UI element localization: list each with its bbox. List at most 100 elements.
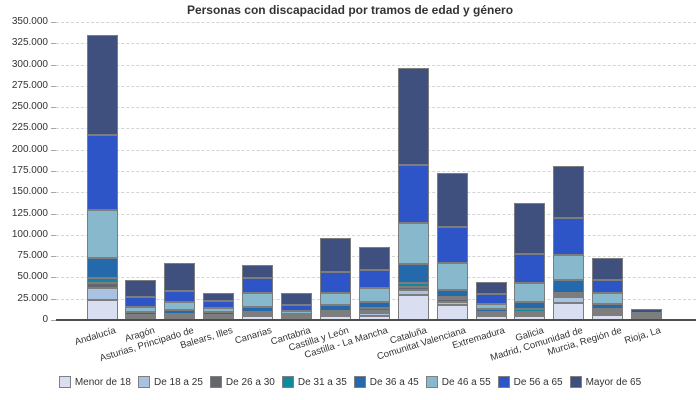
bar-segment-de-31-a-35[interactable] <box>592 309 624 311</box>
legend-item-menor-de-18[interactable]: Menor de 18 <box>58 376 131 388</box>
bar-segment-de-46-a-55[interactable] <box>553 255 585 280</box>
bar-segment-mayor-de-65[interactable] <box>281 293 312 305</box>
bar-segment-de-26-a-30[interactable] <box>592 311 624 313</box>
bar-segment-de-26-a-30[interactable] <box>358 311 390 313</box>
bar-segment-de-31-a-35[interactable] <box>553 293 585 295</box>
bar-segment-de-36-a-45[interactable] <box>358 302 390 308</box>
bar-segment-de-56-a-65[interactable] <box>514 254 546 283</box>
legend-item-mayor-de-65[interactable]: Mayor de 65 <box>569 376 641 388</box>
bar-segment-mayor-de-65[interactable] <box>553 166 585 218</box>
bar-segment-mayor-de-65[interactable] <box>86 35 118 135</box>
bar-segment-mayor-de-65[interactable] <box>164 263 196 291</box>
bar-segment-de-18-a-25[interactable] <box>514 314 546 316</box>
bar-segment-de-56-a-65[interactable] <box>592 280 624 293</box>
bar-segment-de-31-a-35[interactable] <box>358 308 390 311</box>
bar-segment-de-46-a-55[interactable] <box>125 307 157 312</box>
bar-segment-de-36-a-45[interactable] <box>125 312 157 315</box>
bar-segment-de-36-a-45[interactable] <box>397 264 429 283</box>
bar-segment-menor-de-18[interactable] <box>553 303 585 320</box>
bar-segment-mayor-de-65[interactable] <box>631 309 663 313</box>
bar-segment-mayor-de-65[interactable] <box>514 203 546 254</box>
bar-segment-mayor-de-65[interactable] <box>592 258 624 280</box>
bar-segment-mayor-de-65[interactable] <box>358 247 390 270</box>
bar-segment-de-36-a-45[interactable] <box>514 302 546 309</box>
bar-segment-de-46-a-55[interactable] <box>514 283 546 302</box>
bar-segment-de-46-a-55[interactable] <box>436 263 468 290</box>
bar-segment-de-36-a-45[interactable] <box>592 304 624 309</box>
bar-segment-de-46-a-55[interactable] <box>203 308 235 312</box>
bar-segment-de-56-a-65[interactable] <box>125 297 157 307</box>
bar-segment-de-56-a-65[interactable] <box>242 278 274 293</box>
bar-segment-de-56-a-65[interactable] <box>631 313 663 315</box>
bar-segment-de-36-a-45[interactable] <box>475 309 507 312</box>
bar-segment-de-56-a-65[interactable] <box>358 270 390 288</box>
bar-segment-de-56-a-65[interactable] <box>475 294 507 304</box>
bar-segment-de-26-a-30[interactable] <box>164 315 196 317</box>
bar-segment-de-26-a-30[interactable] <box>514 312 546 314</box>
legend-item-de-36-a-45[interactable]: De 36 a 45 <box>353 376 419 388</box>
legend-item-de-18-a-25[interactable]: De 18 a 25 <box>137 376 203 388</box>
legend-item-de-26-a-30[interactable]: De 26 a 30 <box>209 376 275 388</box>
bar-segment-de-31-a-35[interactable] <box>397 283 429 287</box>
bar-segment-de-26-a-30[interactable] <box>475 313 507 315</box>
bar-segment-de-46-a-55[interactable] <box>319 293 351 305</box>
legend-item-de-31-a-35[interactable]: De 31 a 35 <box>281 376 347 388</box>
bar-segment-de-18-a-25[interactable] <box>592 313 624 315</box>
bar-segment-de-26-a-30[interactable] <box>319 313 351 315</box>
bar-segment-de-56-a-65[interactable] <box>164 291 196 302</box>
legend-item-de-46-a-55[interactable]: De 46 a 55 <box>425 376 491 388</box>
bar-segment-mayor-de-65[interactable] <box>436 173 468 227</box>
bar-segment-de-46-a-55[interactable] <box>242 293 274 307</box>
bar-segment-de-31-a-35[interactable] <box>86 278 118 283</box>
bar-segment-de-18-a-25[interactable] <box>436 302 468 305</box>
bar-segment-mayor-de-65[interactable] <box>242 265 274 278</box>
bar-segment-mayor-de-65[interactable] <box>475 282 507 294</box>
bar-segment-de-56-a-65[interactable] <box>397 165 429 223</box>
bar-segment-de-18-a-25[interactable] <box>358 313 390 316</box>
bar-segment-de-36-a-45[interactable] <box>319 305 351 311</box>
bar-segment-de-46-a-55[interactable] <box>475 304 507 309</box>
bar-segment-de-18-a-25[interactable] <box>397 290 429 295</box>
bar-segment-de-56-a-65[interactable] <box>319 272 351 293</box>
bar-segment-de-26-a-30[interactable] <box>86 283 118 288</box>
bar-cataluña <box>397 68 429 320</box>
bar-segment-de-56-a-65[interactable] <box>281 305 312 311</box>
bar-segment-de-26-a-30[interactable] <box>436 299 468 302</box>
bar-segment-de-36-a-45[interactable] <box>203 312 235 315</box>
bar-segment-de-46-a-55[interactable] <box>358 288 390 302</box>
bar-segment-de-46-a-55[interactable] <box>86 210 118 258</box>
bar-segment-de-46-a-55[interactable] <box>281 311 312 314</box>
bar-segment-de-36-a-45[interactable] <box>553 280 585 293</box>
bar-segment-mayor-de-65[interactable] <box>125 280 157 297</box>
bar-segment-de-56-a-65[interactable] <box>436 227 468 263</box>
bar-segment-de-46-a-55[interactable] <box>397 223 429 264</box>
bar-segment-de-36-a-45[interactable] <box>86 258 118 278</box>
bar-segment-de-18-a-25[interactable] <box>553 297 585 303</box>
bar-segment-de-31-a-35[interactable] <box>436 297 468 299</box>
bar-segment-de-46-a-55[interactable] <box>592 293 624 304</box>
bar-segment-de-46-a-55[interactable] <box>164 302 196 310</box>
y-axis-tick <box>51 256 56 258</box>
bar-segment-de-36-a-45[interactable] <box>436 290 468 297</box>
bar-segment-de-26-a-30[interactable] <box>397 287 429 290</box>
bar-segment-de-36-a-45[interactable] <box>281 314 312 316</box>
bar-segment-mayor-de-65[interactable] <box>319 238 351 272</box>
y-axis-tick <box>51 107 56 109</box>
bar-segment-menor-de-18[interactable] <box>436 305 468 320</box>
bar-segment-de-56-a-65[interactable] <box>553 218 585 255</box>
legend-item-de-56-a-65[interactable]: De 56 a 65 <box>497 376 563 388</box>
bar-segment-de-26-a-30[interactable] <box>553 295 585 297</box>
bar-segment-de-31-a-35[interactable] <box>319 311 351 313</box>
bar-segment-de-56-a-65[interactable] <box>203 301 235 308</box>
bar-segment-menor-de-18[interactable] <box>86 300 118 320</box>
bar-segment-de-26-a-30[interactable] <box>242 313 274 315</box>
bar-segment-de-36-a-45[interactable] <box>242 307 274 312</box>
bar-segment-menor-de-18[interactable] <box>397 295 429 320</box>
bar-segment-mayor-de-65[interactable] <box>397 68 429 165</box>
bar-segment-de-31-a-35[interactable] <box>514 309 546 312</box>
gridline <box>56 22 696 23</box>
bar-segment-de-18-a-25[interactable] <box>86 288 118 300</box>
bar-segment-de-36-a-45[interactable] <box>164 310 196 314</box>
bar-segment-de-56-a-65[interactable] <box>86 135 118 210</box>
bar-segment-mayor-de-65[interactable] <box>203 293 235 301</box>
